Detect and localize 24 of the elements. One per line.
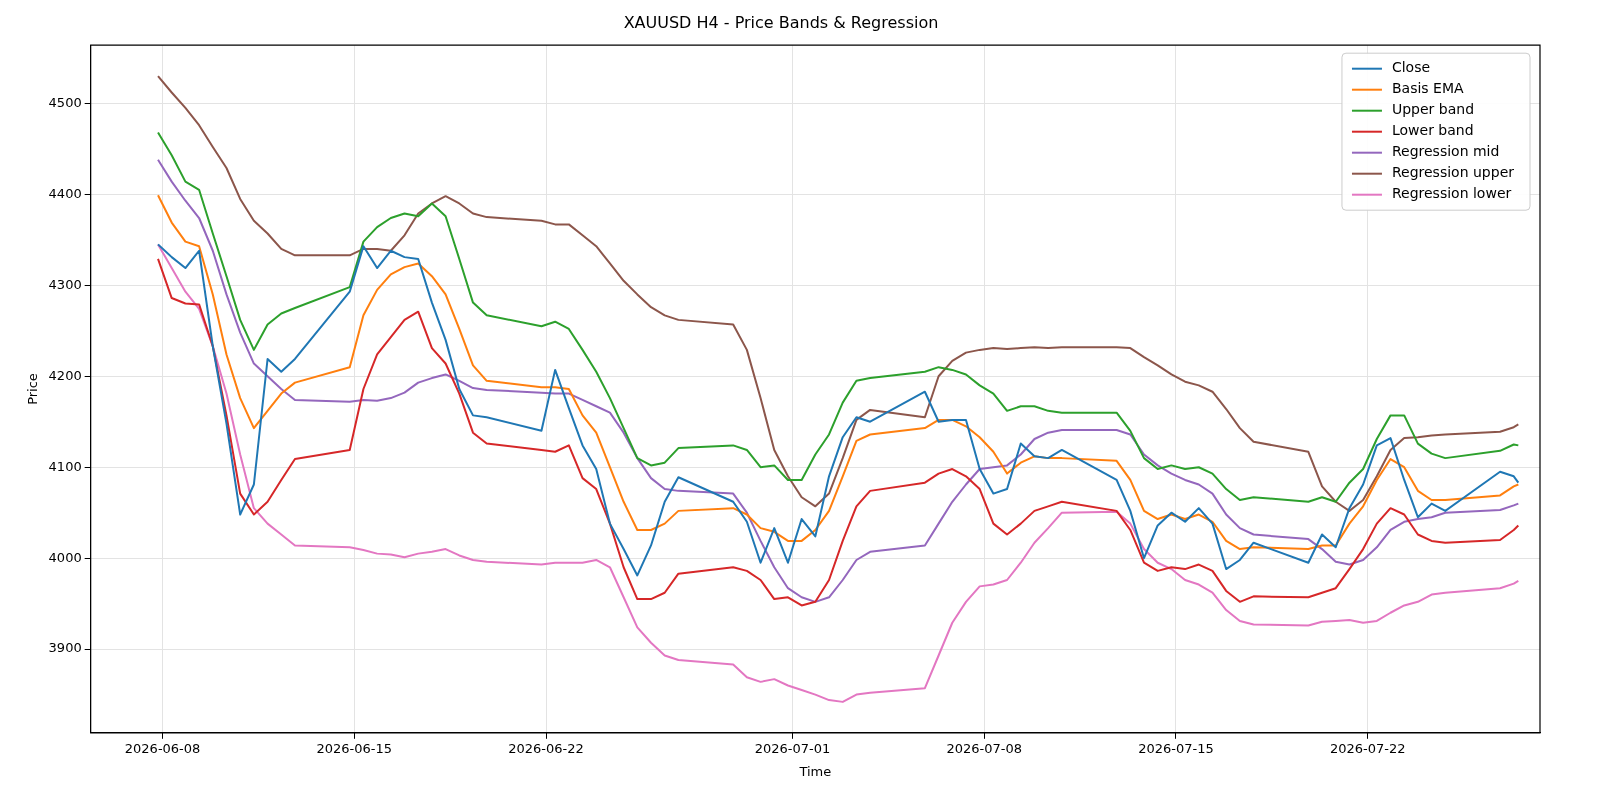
legend-label: Basis EMA xyxy=(1391,80,1464,97)
y-tick-label: 3900 xyxy=(48,640,82,656)
legend-label: Regression upper xyxy=(1391,164,1515,181)
legend-label: Close xyxy=(1391,59,1431,76)
y-tick-label: 4300 xyxy=(48,276,82,292)
y-tick-label: 4500 xyxy=(48,94,82,110)
x-tick-label: 2026-07-15 xyxy=(1138,740,1214,756)
x-tick-label: 2026-06-08 xyxy=(124,740,201,756)
x-tick-label: 2026-06-15 xyxy=(316,740,393,756)
y-axis-title: Price xyxy=(25,373,41,405)
legend-label: Upper band xyxy=(1391,101,1475,118)
legend-label: Regression lower xyxy=(1391,185,1512,202)
x-tick-label: 2026-06-22 xyxy=(508,740,584,756)
y-tick-label: 4100 xyxy=(48,458,82,474)
chart-title: XAUUSD H4 - Price Bands & Regression xyxy=(623,12,939,32)
y-tick-label: 4400 xyxy=(48,185,82,201)
x-tick-label: 2026-07-08 xyxy=(946,740,1023,756)
legend-label: Regression mid xyxy=(1391,143,1500,160)
y-tick-label: 4200 xyxy=(48,367,82,383)
legend-label: Lower band xyxy=(1391,122,1474,139)
x-axis-title: Time xyxy=(798,763,832,779)
y-tick-label: 4000 xyxy=(48,549,82,565)
x-tick-label: 2026-07-01 xyxy=(754,740,831,756)
x-tick-label: 2026-07-22 xyxy=(1329,740,1406,756)
